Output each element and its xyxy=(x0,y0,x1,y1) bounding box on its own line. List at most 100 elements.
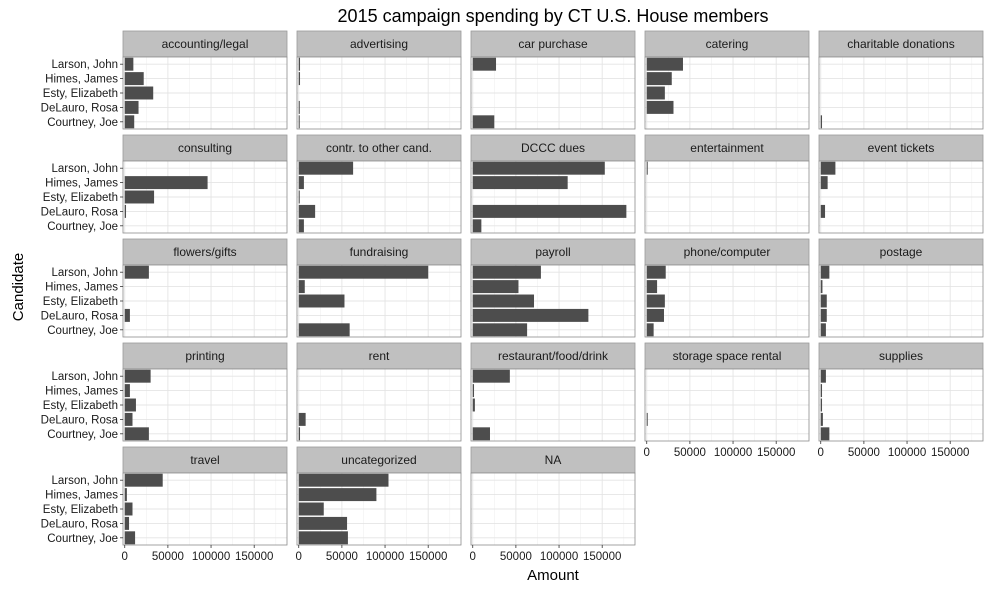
y-tick-label: Esty, Elizabeth xyxy=(43,400,118,412)
bar xyxy=(298,161,354,175)
facet-strip-label: payroll xyxy=(535,245,570,259)
y-tick-label: DeLauro, Rosa xyxy=(41,518,119,530)
facet-strip xyxy=(122,446,288,474)
facet-panel-border xyxy=(470,264,636,338)
bar xyxy=(124,57,134,71)
x-tick-label: 100000 xyxy=(714,447,752,459)
y-tick-label: Larson, John xyxy=(52,163,119,175)
y-tick-label: DeLauro, Rosa xyxy=(41,310,119,322)
bar xyxy=(472,427,490,441)
bar xyxy=(820,308,827,322)
facet-panel: rent xyxy=(296,342,462,442)
bar xyxy=(646,161,648,175)
facet-strip xyxy=(122,134,288,162)
x-axis-title: Amount xyxy=(527,567,580,584)
bar xyxy=(298,488,377,502)
facet-strip xyxy=(470,30,636,58)
facet-panel-border xyxy=(644,160,810,234)
facet-strip xyxy=(296,134,462,162)
x-tick-label: 50000 xyxy=(326,551,358,563)
facet-panel-border xyxy=(296,472,462,546)
facet-panel-border xyxy=(644,264,810,338)
facet-panel: printing Larson, John Himes, James Esty, El… xyxy=(41,342,288,442)
x-tick-label: 150000 xyxy=(409,551,447,563)
y-tick-label: Larson, John xyxy=(52,267,119,279)
bar xyxy=(124,72,144,86)
facet-strip xyxy=(122,238,288,266)
facet-strip xyxy=(470,342,636,370)
bar xyxy=(646,323,654,337)
bar xyxy=(820,265,830,279)
bar xyxy=(472,204,627,218)
bar xyxy=(646,280,658,294)
bar xyxy=(646,72,672,86)
facet-panel: uncategorized 0 50000 100000 150000 xyxy=(296,446,462,563)
bar xyxy=(472,384,475,398)
bar xyxy=(646,294,665,308)
y-tick-label: Himes, James xyxy=(45,74,118,86)
bar xyxy=(298,115,300,129)
y-tick-label: Himes, James xyxy=(45,490,118,502)
facet-strip-label: flowers/gifts xyxy=(173,245,236,259)
facet-strip xyxy=(818,30,984,58)
facet-strip-label: event tickets xyxy=(868,141,935,155)
facet-panel-border xyxy=(644,368,810,442)
facet-strip-label: charitable donations xyxy=(847,37,954,51)
bar xyxy=(472,176,568,190)
bar xyxy=(124,516,130,530)
y-tick-label: DeLauro, Rosa xyxy=(41,206,119,218)
bar xyxy=(472,308,589,322)
y-tick-label: Courtney, Joe xyxy=(47,117,118,129)
y-tick-label: Himes, James xyxy=(45,282,118,294)
bar xyxy=(820,369,826,383)
bar xyxy=(124,86,154,100)
bar xyxy=(820,176,828,190)
facet-strip xyxy=(296,342,462,370)
x-tick-label: 0 xyxy=(644,447,650,459)
x-tick-label: 50000 xyxy=(152,551,184,563)
facet-strip xyxy=(470,134,636,162)
bar xyxy=(646,412,648,426)
x-tick-label: 50000 xyxy=(848,447,880,459)
x-tick-label: 100000 xyxy=(366,551,404,563)
facet-panel: NA 0 50000 100000 150000 xyxy=(470,446,636,563)
bar xyxy=(298,204,316,218)
facet-panel-border xyxy=(644,56,810,130)
facet-panel: advertising xyxy=(296,30,462,130)
facet-panel-border xyxy=(296,368,462,442)
bar xyxy=(298,412,306,426)
bar xyxy=(298,57,301,71)
bar xyxy=(298,502,324,516)
bar xyxy=(646,265,666,279)
facet-panel: catering xyxy=(644,30,810,130)
bar xyxy=(820,398,823,412)
bar xyxy=(646,57,683,71)
y-tick-label: Larson, John xyxy=(52,59,119,71)
bar xyxy=(124,176,208,190)
facet-strip-label: travel xyxy=(190,453,219,467)
x-tick-label: 0 xyxy=(470,551,476,563)
bar xyxy=(820,427,830,441)
y-tick-label: Larson, John xyxy=(52,371,119,383)
x-tick-label: 50000 xyxy=(500,551,532,563)
facet-panel-border xyxy=(296,56,462,130)
bar xyxy=(124,473,163,487)
x-tick-label: 0 xyxy=(818,447,824,459)
bar xyxy=(472,265,541,279)
x-tick-label: 100000 xyxy=(540,551,578,563)
facet-strip-label: rent xyxy=(369,349,390,363)
facet-panel-border xyxy=(818,56,984,130)
facet-strip-label: fundraising xyxy=(350,245,409,259)
facet-panel: phone/computer xyxy=(644,238,810,338)
bar xyxy=(472,369,510,383)
bar xyxy=(298,516,348,530)
bar xyxy=(124,115,135,129)
facet-panel: fundraising xyxy=(296,238,462,338)
bar xyxy=(820,294,827,308)
facet-panel-border xyxy=(470,368,636,442)
x-tick-label: 150000 xyxy=(235,551,273,563)
facet-panel: flowers/gifts Larson, John Himes, James Est… xyxy=(41,238,288,338)
bar xyxy=(124,369,151,383)
facet-strip-label: advertising xyxy=(350,37,408,51)
facet-panel: accounting/legal Larson, John Himes, James… xyxy=(41,30,288,130)
